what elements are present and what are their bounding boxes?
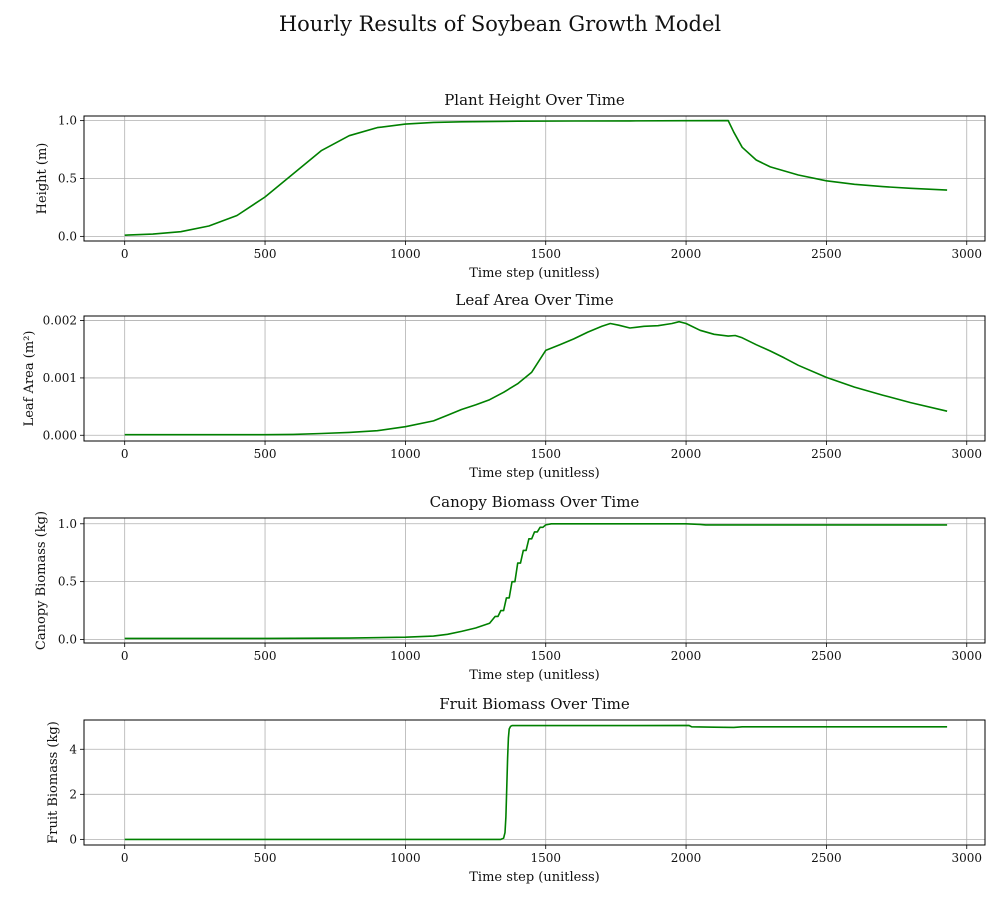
figure-title: Hourly Results of Soybean Growth Model	[278, 12, 722, 36]
y-tick-label: 2	[69, 787, 77, 801]
x-tick-label: 0	[121, 447, 129, 461]
x-tick-label: 1000	[390, 447, 421, 461]
y-tick-label: 0.5	[58, 172, 77, 186]
y-tick-label: 0.002	[43, 314, 77, 328]
x-tick-label: 2500	[811, 447, 842, 461]
series-line	[124, 724, 948, 841]
x-tick-label: 3000	[951, 851, 982, 865]
x-tick-label: 2500	[811, 649, 842, 663]
y-tick-label: 0	[69, 832, 77, 846]
x-tick-label: 500	[254, 649, 277, 663]
x-tick-label: 3000	[951, 247, 982, 261]
y-axis-label: Height (m)	[35, 143, 50, 215]
y-tick-label: 0.0	[58, 633, 77, 647]
y-tick-label: 0.0	[58, 229, 77, 243]
x-tick-label: 0	[121, 247, 129, 261]
chart-panel-2: 0 500 1000 1500 2000 2500 3000 0.000 0.001 0.002 L…	[22, 291, 986, 481]
x-tick-label: 3000	[951, 447, 982, 461]
x-tick-label: 1000	[390, 649, 421, 663]
chart-panel-4: 0 500 1000 1500 2000 2500 3000 0 2 4 Fruit Biomass…	[46, 695, 986, 885]
y-tick-label: 4	[69, 742, 77, 756]
x-tick-label: 1500	[530, 649, 561, 663]
chart-title: Canopy Biomass Over Time	[430, 493, 640, 511]
y-tick-label: 1.0	[58, 517, 77, 531]
x-tick-label: 2000	[671, 247, 702, 261]
x-tick-label: 1500	[530, 447, 561, 461]
x-axis-label: Time step (unitless)	[469, 668, 600, 683]
axes-frame	[83, 315, 986, 442]
y-tick-label: 0.000	[43, 428, 77, 442]
series-line	[124, 320, 948, 436]
x-axis-label: Time step (unitless)	[469, 466, 600, 481]
chart-title: Leaf Area Over Time	[455, 291, 613, 309]
x-tick-label: 500	[254, 851, 277, 865]
x-tick-label: 500	[254, 247, 277, 261]
x-tick-label: 1000	[390, 247, 421, 261]
x-tick-label: 3000	[951, 649, 982, 663]
axes-frame	[83, 517, 986, 644]
y-axis-label: Fruit Biomass (kg)	[46, 721, 61, 844]
y-axis-label: Canopy Biomass (kg)	[34, 511, 49, 650]
x-axis-label: Time step (unitless)	[469, 266, 600, 281]
x-tick-label: 1000	[390, 851, 421, 865]
x-tick-label: 1500	[530, 247, 561, 261]
y-axis-label: Leaf Area (m²)	[22, 331, 37, 427]
y-tick-label: 0.001	[43, 371, 77, 385]
x-tick-label: 500	[254, 447, 277, 461]
x-tick-label: 0	[121, 649, 129, 663]
y-tick-label: 1.0	[58, 114, 77, 128]
x-tick-label: 2000	[671, 851, 702, 865]
axes-frame	[83, 719, 986, 846]
x-tick-label: 2000	[671, 447, 702, 461]
x-tick-label: 0	[121, 851, 129, 865]
x-tick-label: 2500	[811, 247, 842, 261]
y-tick-label: 0.5	[58, 575, 77, 589]
chart-panel-3: 0 500 1000 1500 2000 2500 3000 0.0 0.5 1.0 Canopy …	[34, 493, 986, 683]
x-tick-label: 2000	[671, 649, 702, 663]
series-line	[124, 119, 948, 236]
x-axis-label: Time step (unitless)	[469, 870, 600, 885]
chart-title: Fruit Biomass Over Time	[439, 695, 630, 713]
series-line	[124, 523, 948, 640]
x-tick-label: 1500	[530, 851, 561, 865]
chart-panel-1: 0 500 1000 1500 2000 2500 3000 0.0 0.5 1.0 Plant H…	[35, 91, 986, 281]
chart-title: Plant Height Over Time	[444, 91, 625, 109]
x-tick-label: 2500	[811, 851, 842, 865]
